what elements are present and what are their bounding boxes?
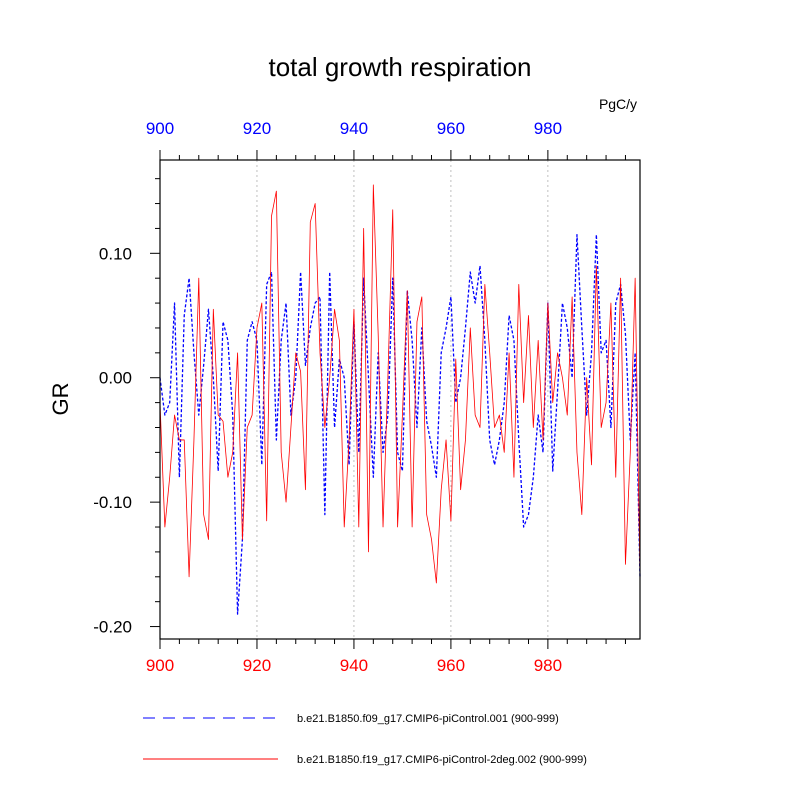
x-tick-label-bottom: 900 [146,656,174,675]
series-line-2 [159,184,641,584]
y-tick-label: 0.10 [99,244,132,263]
chart-title: total growth respiration [268,52,531,82]
x-tick-label-bottom: 960 [437,656,465,675]
y-axis-label: GR [48,383,73,416]
legend-label-series-1: b.e21.B1850.f09_g17.CMIP6-piControl.001 … [297,713,559,725]
legend-label-series-2: b.e21.B1850.f19_g17.CMIP6-piControl-2deg… [297,754,587,766]
plot-frame [159,159,641,640]
y-tick-label: 0.00 [99,369,132,388]
x-tick-label-top: 900 [146,119,174,138]
y-tick-label: -0.10 [93,493,132,512]
x-tick-label-top: 960 [437,119,465,138]
y-tick-label: -0.20 [93,618,132,637]
x-tick-label-bottom: 920 [243,656,271,675]
plot-series [159,184,641,615]
tick-labels: 900 900 920 920 940 940 960 960 980 980 -0.20 -0.10… [93,119,562,675]
axis-ticks [150,150,626,649]
x-tick-label-top: 920 [243,119,271,138]
x-tick-label-top: 980 [534,119,562,138]
units-label: PgC/y [599,96,637,112]
x-tick-label-top: 940 [340,119,368,138]
series-line-1 [159,233,641,615]
x-tick-label-bottom: 980 [534,656,562,675]
x-tick-label-bottom: 940 [340,656,368,675]
